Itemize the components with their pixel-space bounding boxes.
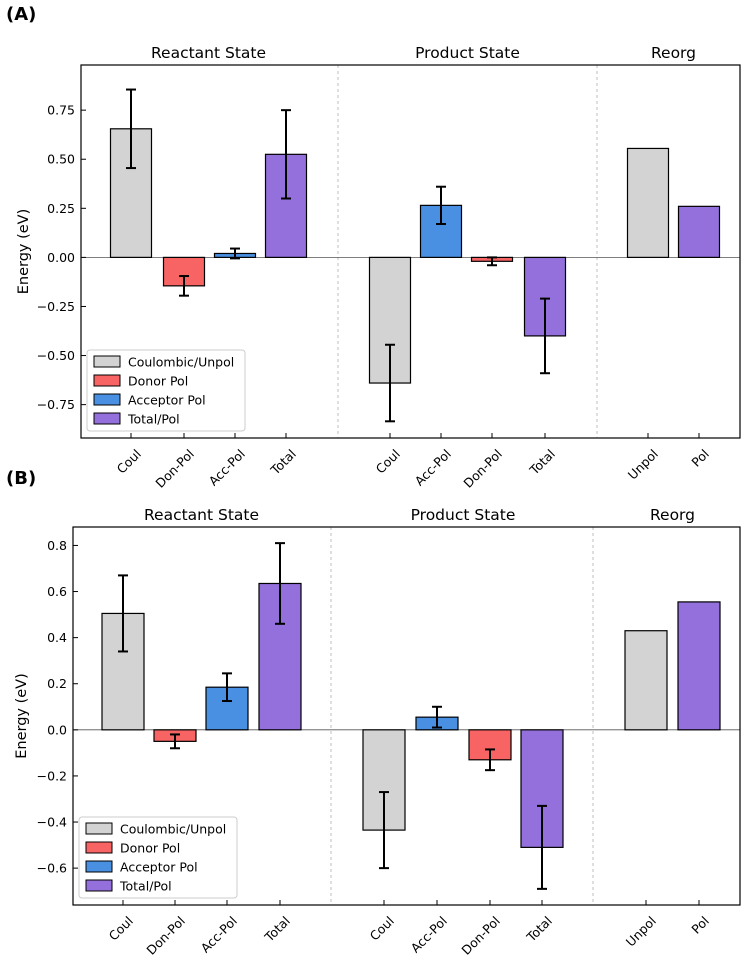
panel-label: (A) bbox=[6, 4, 36, 25]
x-tick-label: Acc-Pol bbox=[198, 913, 240, 955]
x-tick-label: Acc-Pol bbox=[408, 913, 450, 955]
y-tick-label: −0.4 bbox=[37, 815, 67, 830]
legend-swatch bbox=[85, 822, 113, 835]
legend-box bbox=[86, 349, 246, 432]
legend-swatch bbox=[85, 879, 113, 892]
legend-swatch bbox=[85, 860, 113, 873]
x-tick-label: Coul bbox=[367, 913, 397, 943]
y-tick-label: 0.00 bbox=[47, 250, 75, 265]
y-tick-label: −0.50 bbox=[37, 348, 75, 363]
y-tick-label: 0.6 bbox=[47, 584, 67, 599]
legend-label: Coulombic/Unpol bbox=[120, 822, 226, 837]
legend-label: Coulombic/Unpol bbox=[128, 355, 234, 370]
legend-swatch bbox=[93, 374, 121, 387]
y-tick-label: 0.25 bbox=[47, 201, 75, 216]
plot-frame bbox=[80, 64, 741, 439]
x-tick-label: Don-Pol bbox=[458, 913, 502, 957]
legend-swatch bbox=[85, 841, 113, 854]
legend-label: Donor Pol bbox=[120, 841, 180, 856]
legend-box bbox=[78, 816, 238, 899]
x-tick-label: Acc-Pol bbox=[206, 446, 248, 488]
group-title: Reorg bbox=[651, 44, 696, 62]
legend-swatch bbox=[93, 393, 121, 406]
bar bbox=[264, 153, 308, 258]
legend-label: Acceptor Pol bbox=[128, 393, 206, 408]
y-tick-label: 0.4 bbox=[47, 630, 67, 645]
y-tick-label: 0.2 bbox=[47, 676, 67, 691]
x-tick-label: Acc-Pol bbox=[412, 446, 454, 488]
group-title: Reactant State bbox=[151, 44, 266, 62]
x-tick-label: Don-Pol bbox=[143, 913, 187, 957]
y-tick-label: −0.75 bbox=[37, 397, 75, 412]
group-title: Product State bbox=[415, 44, 520, 62]
legend-label: Donor Pol bbox=[128, 374, 188, 389]
legend: Coulombic/Unpol Donor Pol Acceptor Pol Tota… bbox=[78, 816, 238, 899]
bar bbox=[677, 205, 721, 258]
x-tick-label: Don-Pol bbox=[152, 446, 196, 490]
bar bbox=[624, 630, 668, 731]
legend-swatch bbox=[93, 412, 121, 425]
group-title: Reorg bbox=[650, 506, 695, 524]
y-axis-label: Energy (eV) bbox=[16, 209, 32, 295]
bar bbox=[677, 601, 721, 731]
x-tick-label: Coul bbox=[106, 913, 136, 943]
y-tick-label: −0.2 bbox=[37, 768, 67, 783]
bar bbox=[626, 147, 670, 258]
group-title: Product State bbox=[411, 506, 516, 524]
group-title: Reactant State bbox=[144, 506, 259, 524]
chart-panel-a: (A) Reactant State Product State Reorg Coul D… bbox=[6, 4, 741, 491]
x-tick-label: Total bbox=[267, 446, 299, 478]
x-tick-label: Don-Pol bbox=[460, 446, 504, 490]
x-tick-label: Unpol bbox=[625, 446, 661, 482]
y-tick-label: 0.75 bbox=[47, 103, 75, 118]
x-tick-label: Pol bbox=[688, 913, 711, 936]
legend-label: Total/Pol bbox=[127, 412, 180, 427]
panel-label: (B) bbox=[6, 468, 36, 489]
plot-frame bbox=[72, 526, 741, 906]
x-tick-label: Coul bbox=[373, 446, 403, 476]
x-tick-label: Total bbox=[526, 446, 558, 478]
x-tick-label: Pol bbox=[688, 446, 711, 469]
y-tick-label: −0.25 bbox=[37, 299, 75, 314]
x-tick-label: Unpol bbox=[623, 913, 659, 949]
legend-label: Acceptor Pol bbox=[120, 860, 198, 875]
legend-label: Total/Pol bbox=[119, 879, 172, 894]
legend-swatch bbox=[93, 355, 121, 368]
legend: Coulombic/Unpol Donor Pol Acceptor Pol Tota… bbox=[86, 349, 246, 432]
x-tick-label: Total bbox=[261, 913, 293, 945]
x-tick-label: Total bbox=[523, 913, 555, 945]
y-tick-label: 0.50 bbox=[47, 152, 75, 167]
x-tick-label: Coul bbox=[114, 446, 144, 476]
y-tick-label: −0.6 bbox=[37, 861, 67, 876]
y-tick-label: 0.0 bbox=[47, 722, 67, 737]
y-tick-label: 0.8 bbox=[47, 538, 67, 553]
y-axis-label: Energy (eV) bbox=[14, 673, 30, 759]
